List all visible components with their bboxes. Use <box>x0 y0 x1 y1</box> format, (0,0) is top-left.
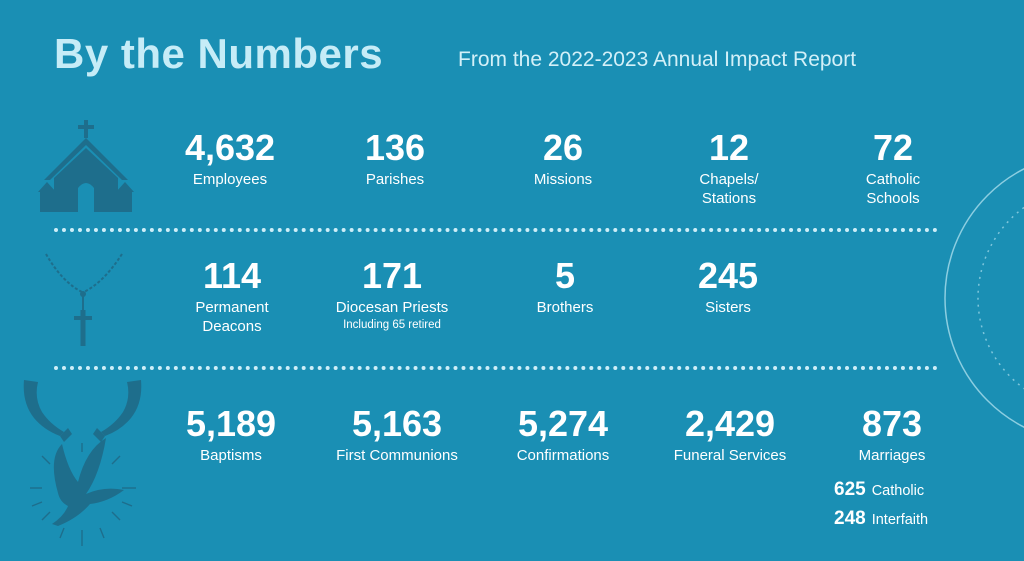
stat-first-communions: 5,163 First Communions <box>312 404 482 465</box>
church-icon <box>38 120 134 212</box>
rosary-icon <box>45 253 123 346</box>
breakdown-label: Catholic <box>871 483 925 499</box>
stat-label: Brothers <box>536 299 594 316</box>
stat-value: 5,163 <box>351 403 443 444</box>
dotted-divider <box>54 228 938 232</box>
stat-employees: 4,632 Employees <box>155 128 305 189</box>
stat-sisters: 245 Sisters <box>653 256 803 317</box>
stat-value: 171 <box>361 255 423 296</box>
stat-deacons: 114 Permanent Deacons <box>157 256 307 336</box>
stat-label: Catholic Schools <box>865 171 921 207</box>
stat-value: 136 <box>364 127 426 168</box>
stat-schools: 72 Catholic Schools <box>818 128 968 208</box>
stat-label: Confirmations <box>516 447 610 464</box>
stat-value: 245 <box>697 255 759 296</box>
stat-label: Funeral Services <box>673 447 787 464</box>
page-title: By the Numbers <box>54 30 384 77</box>
dotted-divider <box>54 366 938 370</box>
stat-value: 5,189 <box>185 403 277 444</box>
stat-label: Sisters <box>705 299 751 316</box>
stat-value: 873 <box>861 403 923 444</box>
stat-value: 12 <box>708 127 750 168</box>
stat-funeral-services: 2,429 Funeral Services <box>650 404 810 465</box>
stat-value: 72 <box>872 127 914 168</box>
marriage-breakdown-catholic: 625 Catholic <box>834 479 924 501</box>
stat-label: Employees <box>192 171 268 188</box>
stat-label: Baptisms <box>200 447 262 464</box>
breakdown-value: 248 <box>834 508 866 529</box>
stat-brothers: 5 Brothers <box>490 256 640 317</box>
stats-row-organization: 4,632 Employees 136 Parishes 26 Missions… <box>0 128 1024 248</box>
marriage-breakdown-interfaith: 248 Interfaith <box>834 508 928 530</box>
stat-value: 5 <box>554 255 576 296</box>
breakdown-label: Interfaith <box>871 512 929 528</box>
stat-label: Marriages <box>858 447 926 464</box>
stat-parishes: 136 Parishes <box>320 128 470 189</box>
stats-row-clergy: 114 Permanent Deacons 171 Diocesan Pries… <box>0 256 1024 376</box>
stat-label: Permanent Deacons <box>195 299 269 335</box>
stat-priests: 171 Diocesan Priests Including 65 retire… <box>307 256 477 333</box>
stat-baptisms: 5,189 Baptisms <box>156 404 306 465</box>
stat-marriages: 873 Marriages <box>832 404 952 465</box>
stat-label: Parishes <box>365 171 425 188</box>
stat-label: Chapels/ Stations <box>699 171 759 207</box>
stat-value: 5,274 <box>517 403 609 444</box>
page-subtitle: From the 2022-2023 Annual Impact Report <box>458 48 857 71</box>
stat-label: First Communions <box>336 447 458 464</box>
hands-dove-icon <box>23 380 142 546</box>
stat-value: 2,429 <box>684 403 776 444</box>
stat-label: Missions <box>533 171 593 188</box>
breakdown-value: 625 <box>834 479 866 500</box>
stat-missions: 26 Missions <box>488 128 638 189</box>
stat-value: 26 <box>542 127 584 168</box>
stat-chapels: 12 Chapels/ Stations <box>654 128 804 208</box>
stat-label: Diocesan Priests <box>335 299 449 316</box>
stats-row-sacraments: 5,189 Baptisms 5,163 First Communions 5,… <box>0 404 1024 524</box>
stat-note: Including 65 retired <box>343 319 441 331</box>
stat-confirmations: 5,274 Confirmations <box>488 404 638 465</box>
stat-value: 4,632 <box>184 127 276 168</box>
stat-value: 114 <box>202 255 262 296</box>
